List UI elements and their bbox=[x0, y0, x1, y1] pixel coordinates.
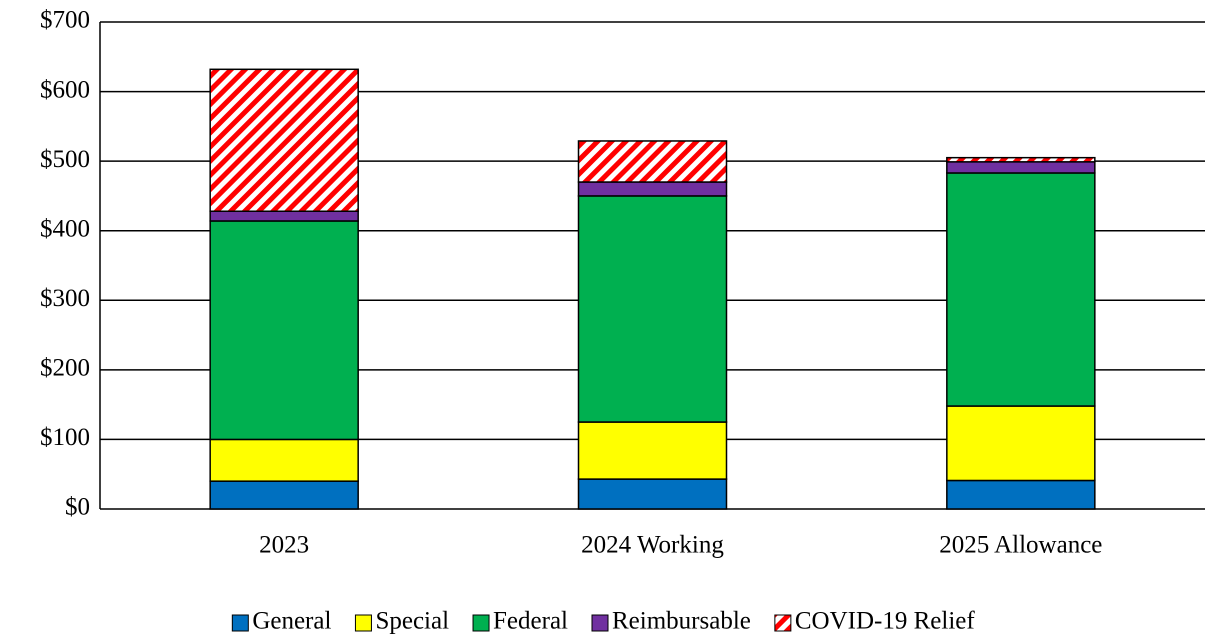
bar-segment bbox=[946, 156, 1096, 163]
legend-label: General bbox=[252, 608, 331, 635]
legend-swatch bbox=[774, 614, 792, 632]
y-tick-label: $300 bbox=[40, 285, 90, 312]
bar-segment bbox=[946, 479, 1096, 510]
y-tick-label: $700 bbox=[40, 7, 90, 34]
legend-swatch bbox=[231, 614, 249, 632]
y-tick-label: $0 bbox=[65, 494, 90, 521]
bar-segment bbox=[209, 210, 359, 222]
x-tick-label: 2025 Allowance bbox=[939, 532, 1102, 559]
legend-swatch bbox=[354, 614, 372, 632]
y-tick-label: $500 bbox=[40, 146, 90, 173]
bar-segment bbox=[577, 181, 728, 197]
y-tick-label: $200 bbox=[40, 355, 90, 382]
bar-segment bbox=[946, 161, 1096, 174]
bar-segment bbox=[209, 480, 359, 510]
bar-segment bbox=[577, 140, 728, 183]
bar-segment bbox=[209, 438, 359, 482]
y-tick-label: $600 bbox=[40, 76, 90, 103]
bar-segment bbox=[577, 421, 728, 480]
legend-swatch bbox=[472, 614, 490, 632]
legend-label: COVID-19 Relief bbox=[795, 608, 975, 635]
legend-label: Federal bbox=[493, 608, 568, 635]
y-tick-label: $100 bbox=[40, 424, 90, 451]
legend-swatch bbox=[591, 614, 609, 632]
legend-label: Reimbursable bbox=[612, 608, 751, 635]
bar-segment bbox=[946, 405, 1096, 482]
bar-segment bbox=[209, 220, 359, 441]
bar-segment bbox=[577, 478, 728, 510]
y-tick-label: $400 bbox=[40, 215, 90, 242]
bar-segment bbox=[209, 68, 359, 212]
x-tick-label: 2024 Working bbox=[581, 532, 724, 559]
bar-segment bbox=[577, 195, 728, 423]
legend-label: Special bbox=[375, 608, 449, 635]
x-tick-label: 2023 bbox=[259, 532, 309, 559]
bar-segment bbox=[946, 172, 1096, 407]
